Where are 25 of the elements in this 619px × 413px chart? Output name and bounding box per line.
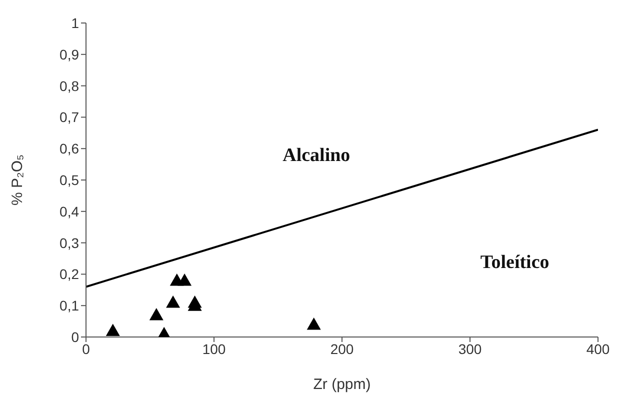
y-tick-label: 0,2 bbox=[60, 266, 80, 282]
point bbox=[306, 317, 321, 330]
x-tick-label: 0 bbox=[82, 340, 90, 357]
y-tick-label: 0 bbox=[71, 328, 80, 345]
y-tick-label: 0,7 bbox=[60, 109, 80, 126]
x-tick-label: 200 bbox=[330, 340, 354, 357]
y-tick-label: 0,9 bbox=[60, 46, 80, 62]
y-tick-label: 0,4 bbox=[60, 203, 80, 220]
y-tick-label: 1 bbox=[71, 14, 80, 31]
annotation: Alcalino bbox=[282, 145, 350, 166]
point bbox=[106, 324, 120, 336]
annotation: Toleítico bbox=[480, 252, 550, 273]
point bbox=[166, 295, 180, 308]
y-tick-label: 0,3 bbox=[60, 234, 80, 251]
point bbox=[149, 308, 164, 320]
point bbox=[178, 273, 192, 286]
x-tick-label: 300 bbox=[458, 340, 482, 357]
y-tick-label: 0,8 bbox=[60, 78, 80, 94]
y-tick-label: 0,1 bbox=[60, 298, 80, 314]
x-tick-label: 400 bbox=[586, 340, 610, 357]
y-axis-title: % P₂O₅ bbox=[9, 154, 26, 206]
y-tick-label: 0,5 bbox=[60, 172, 80, 188]
x-tick-label: 100 bbox=[202, 340, 226, 357]
x-axis-title: Zr (ppm) bbox=[313, 376, 371, 393]
y-tick-label: 0,6 bbox=[60, 140, 80, 157]
